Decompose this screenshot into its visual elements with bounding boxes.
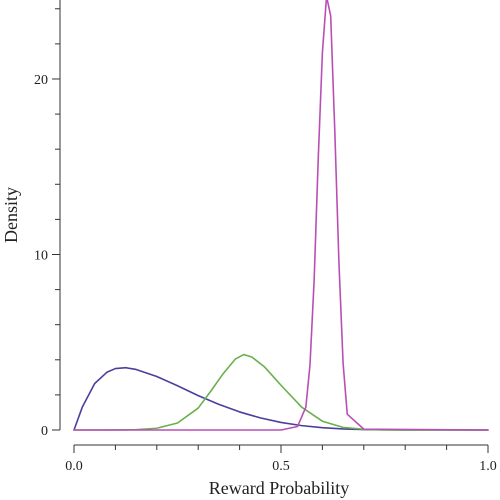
x-axis-label: Reward Probability — [209, 478, 349, 498]
axes: 0 10 20 0.0 0.5 1.0 — [34, 0, 497, 474]
series-line-2 — [73, 353, 489, 431]
series-line-1 — [73, 366, 489, 431]
y-tick-label: 10 — [34, 248, 48, 263]
x-ticks: 0.0 0.5 1.0 — [65, 445, 497, 474]
series-layer — [73, 0, 489, 431]
x-tick-label: 1.0 — [479, 459, 497, 474]
y-tick-label: 0 — [41, 424, 48, 439]
x-tick-label: 0.0 — [65, 459, 83, 474]
y-tick-label: 20 — [34, 73, 48, 88]
y-ticks: 0 10 20 — [34, 8, 60, 439]
y-axis-label: Density — [1, 187, 21, 243]
series-line-3 — [73, 0, 489, 431]
x-tick-label: 0.5 — [272, 459, 290, 474]
